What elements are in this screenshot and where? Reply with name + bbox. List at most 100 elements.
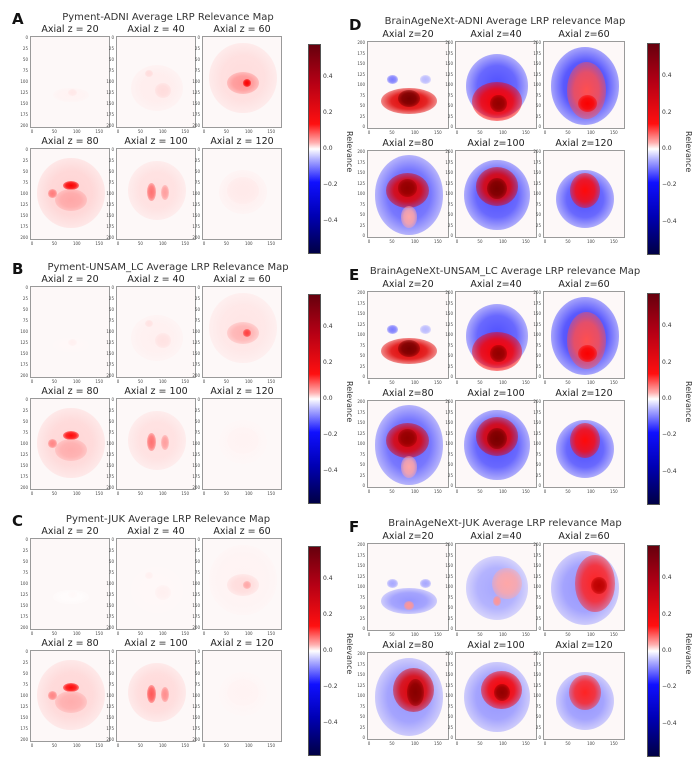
colorbar-tick-label: 0.2	[323, 611, 333, 619]
y-tick-label: 75	[535, 703, 541, 709]
x-tick-label: 100	[499, 239, 507, 244]
x-tick-label: 150	[434, 239, 442, 244]
y-tick-label: 200	[445, 290, 453, 295]
subplot-title: Axial z = 80	[41, 638, 99, 649]
y-tick-label: 150	[106, 603, 114, 608]
x-tick-label: 50	[137, 743, 143, 748]
y-tick-label: 175	[533, 552, 541, 558]
y-tick-label: 50	[535, 462, 541, 467]
y-tick-label: 75	[108, 570, 114, 575]
subplot-title: Axial z = 60	[213, 526, 271, 537]
relevance-region	[161, 184, 169, 200]
colorbar-tick-label: −0.2	[323, 430, 338, 438]
y-tick-label: 25	[22, 46, 28, 51]
y-tick-label: 200	[20, 123, 28, 128]
colorbar-label: Relevance	[684, 131, 693, 173]
heatmap-axes	[30, 398, 110, 490]
y-tick-label: 125	[533, 573, 541, 579]
x-tick-label: 100	[499, 130, 507, 135]
y-tick-label: 150	[533, 672, 541, 677]
subplot-title: Axial z = 120	[210, 136, 274, 147]
y-tick-label: 175	[533, 50, 541, 56]
y-tick-label: 100	[20, 79, 28, 84]
y-tick-label: 125	[106, 452, 114, 457]
subplot-title: Axial z=120	[555, 640, 613, 651]
y-tick-label: 200	[533, 542, 541, 547]
y-tick-label: 125	[445, 71, 453, 77]
x-tick-label: 150	[267, 491, 275, 496]
subplot-title: Axial z=40	[470, 279, 522, 290]
y-tick-label: 50	[108, 169, 114, 174]
y-tick-label: 0	[362, 483, 365, 488]
y-tick-label: 0	[450, 626, 453, 631]
panel-a: A Pyment-ADNI Average LRP Relevance Map Ax…	[8, 8, 354, 258]
x-tick-label: 0	[116, 129, 120, 134]
x-tick-label: 50	[565, 380, 571, 385]
subplot-title: Axial z = 120	[210, 386, 274, 397]
colorbar-tick-label: −0.4	[323, 719, 338, 727]
heatmap-axes	[116, 36, 196, 128]
x-tick-label: 150	[95, 129, 103, 134]
relevance-region	[487, 428, 507, 450]
y-tick-label: 25	[447, 472, 453, 478]
relevance-region	[493, 683, 511, 702]
y-tick-label: 175	[357, 50, 365, 56]
relevance-region	[155, 83, 172, 98]
y-tick-label: 75	[108, 68, 114, 73]
panel-title: Pyment-ADNI Average LRP Relevance Map	[62, 12, 274, 23]
y-tick-label: 150	[20, 213, 28, 218]
y-tick-label: 50	[359, 605, 365, 610]
y-tick-label: 75	[194, 318, 200, 323]
subplot-title: Axial z = 100	[124, 136, 188, 147]
x-tick-label: 0	[367, 741, 371, 746]
panel-title: Pyment-UNSAM_LC Average LRP Relevance Ma…	[47, 262, 289, 273]
x-tick-label: 0	[202, 241, 206, 246]
y-tick-label: 50	[359, 714, 365, 719]
x-tick-label: 100	[587, 130, 595, 135]
y-tick-label: 50	[22, 169, 28, 174]
y-tick-label: 75	[108, 682, 114, 687]
y-tick-label: 0	[25, 35, 28, 40]
y-tick-label: 125	[106, 340, 114, 345]
x-tick-label: 150	[95, 491, 103, 496]
x-tick-label: 0	[202, 129, 206, 134]
heatmap-axes	[455, 41, 537, 129]
y-tick-label: 200	[192, 123, 200, 128]
y-tick-label: 125	[357, 180, 365, 186]
x-tick-label: 50	[565, 489, 571, 494]
y-tick-label: 0	[450, 124, 453, 129]
x-tick-label: 0	[455, 632, 459, 637]
y-tick-label: 200	[357, 399, 365, 404]
x-tick-label: 100	[244, 379, 253, 384]
x-tick-label: 150	[267, 631, 275, 636]
heatmap-axes	[30, 650, 110, 742]
heatmap-axes	[116, 286, 196, 378]
y-tick-label: 25	[535, 472, 541, 478]
y-tick-label: 150	[445, 311, 453, 316]
y-tick-label: 0	[362, 233, 365, 238]
y-tick-label: 100	[357, 441, 365, 446]
y-tick-label: 50	[535, 353, 541, 358]
panel-letter: C	[12, 512, 24, 530]
y-tick-label: 0	[25, 147, 28, 152]
x-tick-label: 50	[51, 743, 57, 748]
y-tick-label: 150	[533, 61, 541, 66]
y-tick-label: 100	[533, 82, 541, 87]
x-tick-label: 100	[72, 379, 81, 384]
subplot: Axial z = 80 0 25 50 75 100 125 150 175 200 0 50 100…	[20, 386, 110, 496]
y-tick-label: 125	[106, 202, 114, 207]
y-tick-label: 125	[192, 704, 200, 709]
y-tick-label: 200	[357, 290, 365, 295]
relevance-region	[67, 88, 78, 96]
y-tick-label: 25	[447, 113, 453, 119]
y-tick-label: 25	[22, 296, 28, 301]
y-tick-label: 150	[20, 351, 28, 356]
y-tick-label: 0	[25, 649, 28, 654]
y-tick-label: 0	[538, 233, 541, 238]
subplot-title: Axial z = 20	[41, 526, 99, 537]
y-tick-label: 125	[106, 90, 114, 95]
relevance-region	[490, 344, 507, 363]
y-tick-label: 50	[447, 462, 453, 467]
relevance-region	[404, 601, 414, 610]
y-tick-label: 200	[533, 651, 541, 656]
